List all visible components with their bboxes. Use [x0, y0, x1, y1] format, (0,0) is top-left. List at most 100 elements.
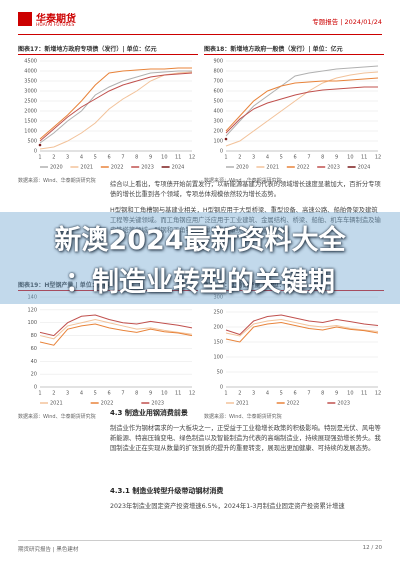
- x-tick-label: 10: [347, 391, 353, 397]
- x-tick-label: 11: [175, 155, 181, 161]
- footer-rule: [18, 540, 382, 541]
- x-tick-label: 10: [161, 391, 167, 397]
- series-line: [39, 72, 193, 142]
- y-tick-label: 60: [31, 346, 37, 352]
- legend-label: 2020: [50, 165, 63, 171]
- header-rule: [18, 34, 382, 35]
- x-tick-label: 8: [321, 155, 324, 161]
- x-tick-label: 8: [135, 391, 138, 397]
- y-tick-label: 0: [34, 149, 37, 155]
- figure-source: 数据来源：Wind、华泰期货研究院: [204, 178, 282, 184]
- x-tick-label: 11: [175, 391, 181, 397]
- legend-label: 2021: [50, 401, 63, 407]
- y-tick-label: 40: [31, 359, 37, 365]
- series-line: [39, 318, 193, 340]
- legend-label: 2022: [101, 401, 114, 407]
- legend-label: 2023: [141, 165, 154, 171]
- legend-label: 2022: [287, 401, 300, 407]
- legend-label: 2023: [151, 401, 164, 407]
- x-tick-label: 2: [52, 391, 55, 397]
- y-tick-label: 4500: [24, 59, 37, 65]
- x-tick-label: 6: [293, 155, 296, 161]
- figure-source: 数据来源：Wind、华泰期货研究院: [204, 414, 282, 420]
- x-tick-label: 9: [149, 391, 152, 397]
- section-heading: 4.3 制造业用钢消费前景: [110, 409, 188, 417]
- series-point: [38, 143, 42, 147]
- x-tick-label: 1: [38, 391, 41, 397]
- series-line: [39, 67, 192, 140]
- series-line: [225, 86, 378, 134]
- x-tick-label: 1: [224, 155, 227, 161]
- y-tick-label: 2000: [24, 109, 37, 115]
- paragraph: 2023年制造业固定资产投资增速6.5%，2024年1-3月制造业固定资产投资累…: [110, 503, 345, 510]
- footer-left: 期货研究报告 | 黑色建材: [18, 547, 79, 553]
- y-tick-label: 150: [213, 340, 223, 346]
- x-tick-label: 6: [107, 155, 110, 161]
- y-tick-label: 1000: [24, 129, 37, 135]
- y-tick-label: 600: [213, 89, 223, 95]
- x-tick-label: 3: [66, 391, 69, 397]
- y-tick-label: 700: [213, 79, 223, 85]
- x-tick-label: 7: [307, 155, 310, 161]
- y-tick-label: 80: [31, 333, 37, 339]
- legend-label: 2024: [172, 165, 185, 171]
- series-line: [39, 70, 192, 144]
- x-tick-label: 6: [293, 391, 296, 397]
- x-tick-label: 1: [224, 391, 227, 397]
- x-tick-label: 3: [252, 391, 255, 397]
- paragraph: 制造业作为钢材需求的一大板块之一，正受益于工业稳增长政策的积极影响。特别是光伏、…: [110, 425, 381, 452]
- series-line: [225, 71, 379, 147]
- series-line: [39, 323, 193, 346]
- figure-source: 数据来源：Wind、华泰期货研究院: [18, 178, 96, 184]
- x-tick-label: 8: [135, 155, 138, 161]
- y-tick-label: 3500: [24, 79, 37, 85]
- y-tick-label: 20: [31, 372, 37, 378]
- series-line: [39, 314, 193, 337]
- x-tick-label: 6: [107, 391, 110, 397]
- series-line: [225, 321, 379, 343]
- legend-label: 2023: [327, 165, 340, 171]
- overlay-title: ：制造业转型的关键期: [65, 267, 335, 298]
- x-tick-label: 9: [335, 155, 338, 161]
- x-tick-label: 3: [66, 155, 69, 161]
- x-tick-label: 4: [80, 155, 83, 161]
- figure-title: 图表17：新增地方政府专项债（发行）| 单位：亿元: [18, 44, 198, 55]
- x-tick-label: 4: [266, 155, 269, 161]
- x-tick-label: 10: [347, 155, 353, 161]
- y-tick-label: 300: [213, 119, 223, 125]
- overlay-title: 新澳2024最新资料大全: [54, 225, 346, 256]
- legend-label: 2024: [358, 165, 371, 171]
- y-tick-label: 200: [213, 129, 223, 135]
- legend-label: 2021: [80, 165, 93, 171]
- x-tick-label: 5: [280, 155, 283, 161]
- figure-title: 图表18：新增地方政府一般债（发行）| 单位：亿元: [204, 44, 384, 55]
- x-tick-label: 10: [161, 155, 167, 161]
- y-tick-label: 0: [220, 385, 223, 391]
- x-tick-label: 3: [252, 155, 255, 161]
- x-tick-label: 11: [361, 391, 367, 397]
- x-tick-label: 5: [94, 391, 97, 397]
- x-tick-label: 7: [307, 391, 310, 397]
- y-tick-label: 400: [213, 109, 223, 115]
- x-tick-label: 7: [121, 155, 124, 161]
- paragraph: H型钢和工角槽钢与基建业相关，H型钢应用于大型桥梁、重型设备、高速公路、船舶骨架…: [110, 207, 381, 234]
- legend-label: 2022: [111, 165, 124, 171]
- x-tick-label: 8: [321, 391, 324, 397]
- brand-en: HUATAI FUTURES: [36, 23, 75, 28]
- y-tick-label: 100: [213, 139, 223, 145]
- legend-label: 2021: [266, 165, 279, 171]
- section-heading: 4.3.1 制造业转型升级带动钢材消费: [110, 487, 224, 495]
- y-tick-label: 500: [213, 99, 223, 105]
- legend-label: 2021: [236, 401, 249, 407]
- y-tick-label: 3000: [24, 89, 37, 95]
- series-line: [225, 77, 379, 132]
- y-tick-label: 800: [213, 69, 223, 75]
- y-tick-label: 100: [213, 355, 223, 361]
- legend-label: 2023: [337, 401, 350, 407]
- legend-label: 2020: [236, 165, 249, 171]
- logo: [18, 12, 32, 26]
- figure: 图表19：H型钢产量 | 单位：万吨 0 20 40 60 80 100 120 140 1 2 3 4…: [18, 280, 198, 420]
